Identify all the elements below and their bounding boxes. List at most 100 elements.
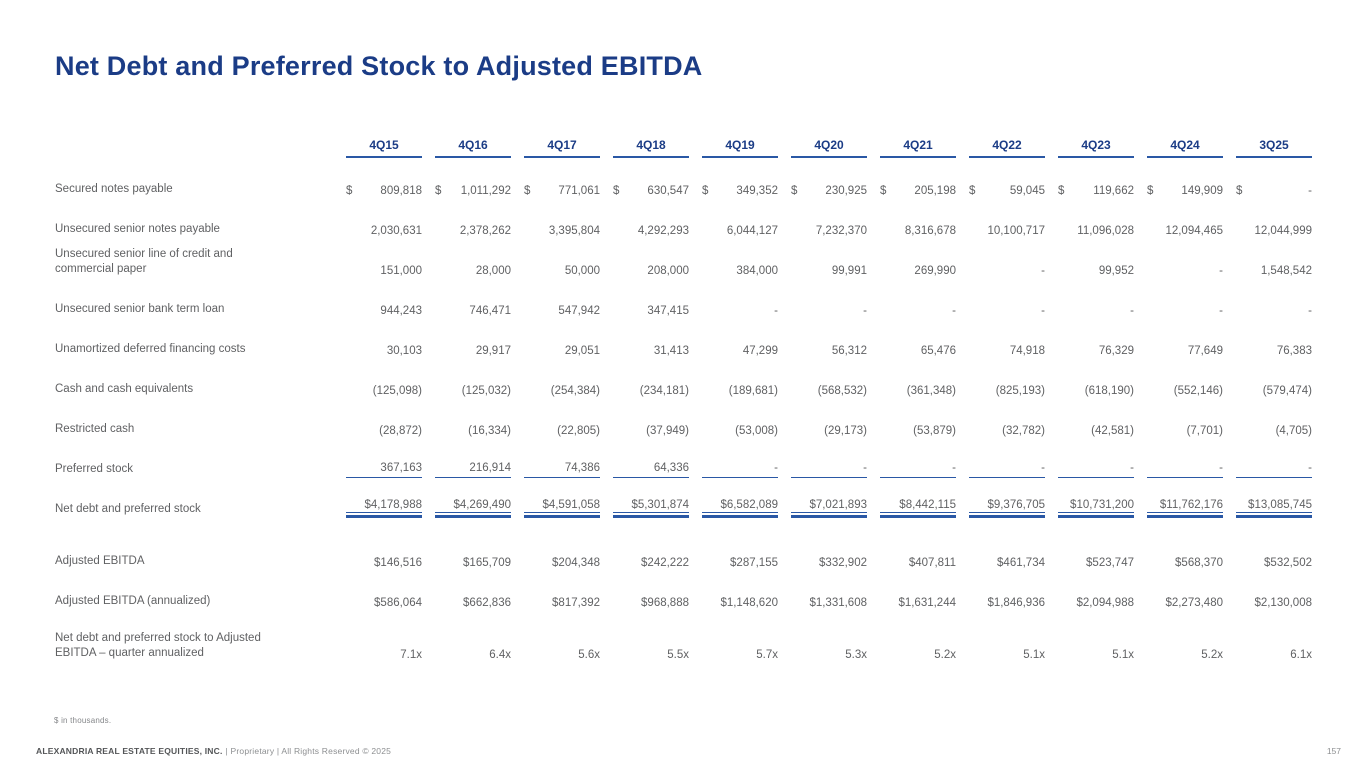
value-cell: $5,301,874 [600,478,689,518]
value-cell: (28,872) [333,398,422,438]
value: $146,516 [374,557,422,569]
value: 7,232,370 [815,225,867,237]
value: $4,269,490 [435,499,511,518]
value: - [791,462,867,478]
value: $662,836 [463,597,511,609]
value-cell: 384,000 [689,238,778,278]
column-header-label: 4Q17 [524,138,600,158]
value: 2,030,631 [370,225,422,237]
value-cell: - [867,438,956,478]
column-header-label: 4Q23 [1058,138,1134,158]
currency-symbol: $ [1236,185,1243,197]
value-cell: 7.1x [333,610,422,662]
value-cell: $349,352 [689,158,778,198]
value: 216,914 [435,462,511,478]
column-header: 4Q21 [867,132,956,158]
value-cell: 29,051 [511,318,600,358]
value: - [702,462,778,478]
value-cell: - [1045,438,1134,478]
value: 30,103 [386,345,422,357]
value-cell: 56,312 [778,318,867,358]
spacer-row [55,518,1312,530]
value: (361,348) [906,385,956,397]
column-header-label: 4Q16 [435,138,511,158]
value-cell: 76,383 [1223,318,1312,358]
value: $968,888 [641,597,689,609]
row-label: Unsecured senior notes payable [55,223,220,235]
table-row: Restricted cash (28,872) (16,334) (22,805) (… [55,398,1312,438]
value: (53,008) [735,425,778,437]
value-cell: $523,747 [1045,530,1134,570]
value-cell: $662,836 [422,570,511,610]
value-cell: 11,096,028 [1045,198,1134,238]
value-cell: $13,085,745 [1223,478,1312,518]
value-cell: (32,782) [956,398,1045,438]
amount: 630,547 [647,185,689,197]
value: 5.2x [934,649,956,661]
currency-symbol: $ [435,185,442,197]
value-cell: 347,415 [600,278,689,318]
value-cell: 99,952 [1045,238,1134,278]
amount: 149,909 [1181,185,1223,197]
value-cell: $119,662 [1045,158,1134,198]
value-cell: 47,299 [689,318,778,358]
value-cell: $1,631,244 [867,570,956,610]
slide-footer: ALEXANDRIA REAL ESTATE EQUITIES, INC. | P… [36,746,391,756]
currency-symbol: $ [524,185,531,197]
value: 1,548,542 [1260,265,1312,277]
value: 4,292,293 [637,225,689,237]
value: 11,096,028 [1077,225,1134,237]
value-cell: 269,990 [867,238,956,278]
value: $1,011,292 [435,185,511,198]
value-cell: - [1223,438,1312,478]
value-cell: 2,378,262 [422,198,511,238]
column-header-label: 4Q18 [613,138,689,158]
value-cell: (125,032) [422,358,511,398]
value: 3,395,804 [548,225,600,237]
row-label: Adjusted EBITDA [55,555,145,567]
value: 547,942 [558,305,600,317]
footnote: $ in thousands. [54,716,112,725]
column-header-label: 4Q15 [346,138,422,158]
amount: - [1308,185,1312,197]
value: 151,000 [380,265,422,277]
value-cell: $59,045 [956,158,1045,198]
value: (37,949) [646,425,689,437]
spacer-cell [55,518,1312,530]
amount: 349,352 [736,185,778,197]
value: - [863,305,867,317]
value: - [1219,265,1223,277]
value-cell: $7,021,893 [778,478,867,518]
value: 28,000 [475,265,511,277]
value: 65,476 [920,345,956,357]
value: (22,805) [557,425,600,437]
table-row: Unsecured senior line of credit and comme… [55,238,1312,278]
value-cell: 76,329 [1045,318,1134,358]
value: 31,413 [653,345,689,357]
value-cell: (234,181) [600,358,689,398]
value-cell: 12,044,999 [1223,198,1312,238]
value: 76,383 [1276,345,1312,357]
value-cell: $ - [1223,158,1312,198]
value: $461,734 [997,557,1045,569]
value: (16,334) [468,425,511,437]
value: 5.1x [1023,649,1045,661]
value: $149,909 [1147,185,1223,198]
value: $523,747 [1086,557,1134,569]
value: 5.7x [756,649,778,661]
value-cell: 65,476 [867,318,956,358]
amount: 809,818 [380,185,422,197]
value: 29,051 [564,345,600,357]
header-row: 4Q15 4Q16 4Q17 4Q18 4Q19 4Q20 4Q21 4Q22 4Q23 4Q24… [55,132,1312,158]
value-cell: 10,100,717 [956,198,1045,238]
value-cell: $1,011,292 [422,158,511,198]
value: $817,392 [552,597,600,609]
value: $6,582,089 [702,499,778,518]
currency-symbol: $ [702,185,709,197]
table-row: Adjusted EBITDA (annualized) $586,064 $662… [55,570,1312,610]
value-cell: $6,582,089 [689,478,778,518]
value: $13,085,745 [1236,499,1312,518]
financial-table: 4Q15 4Q16 4Q17 4Q18 4Q19 4Q20 4Q21 4Q22 4Q23 4Q24… [55,132,1312,662]
value: 5.3x [845,649,867,661]
currency-symbol: $ [346,185,353,197]
